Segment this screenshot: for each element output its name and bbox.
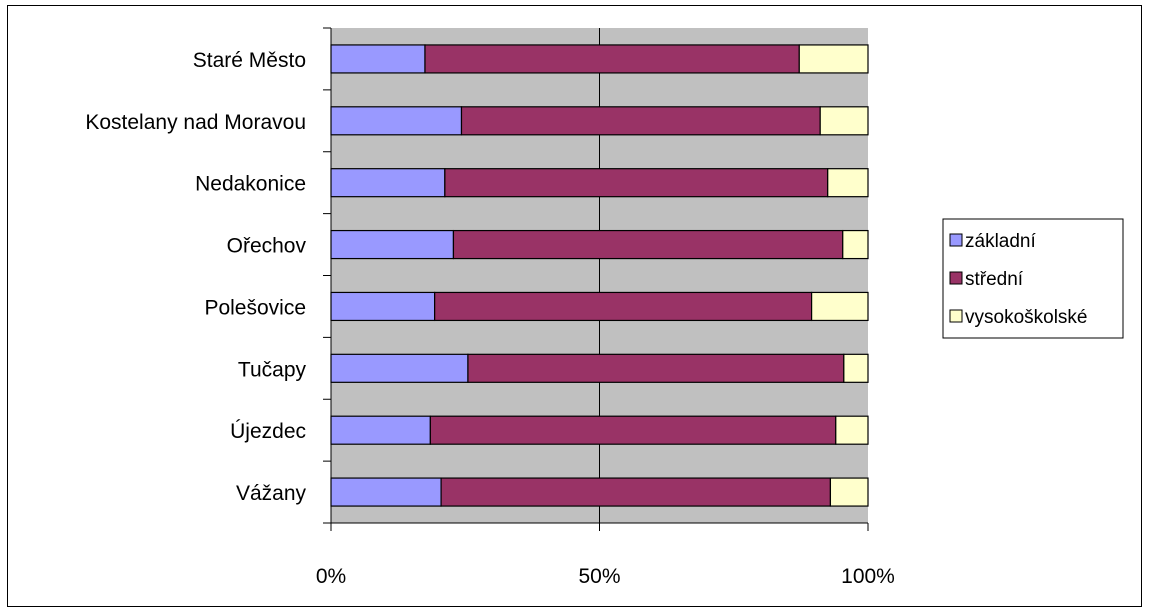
bar-vysokoskolske-vazany	[829, 477, 869, 507]
bar-zakladni-tucapy	[330, 353, 469, 383]
x-tick-label: 100%	[841, 565, 895, 588]
x-tick-label: 0%	[316, 565, 346, 588]
category-labels: Vážany Újezdec Tučapy Polešovice Ořechov Neda…	[85, 49, 306, 505]
category-label: Polešovice	[204, 296, 306, 319]
category-label: Vážany	[236, 482, 307, 505]
bar-vysokoskolske-kostelany-nad-moravou	[819, 106, 869, 136]
category-label: Ořechov	[227, 235, 307, 258]
x-tick-label: 50%	[578, 565, 620, 588]
category-label: Nedakonice	[195, 173, 306, 196]
bar-vysokoskolske-orechov	[842, 229, 869, 260]
bar-vysokoskolske-tucapy	[843, 353, 869, 383]
bar-zakladni-stare-mesto	[330, 44, 426, 74]
bar-vysokoskolske-ujezdec	[835, 415, 869, 445]
bars	[330, 44, 869, 507]
bar-zakladni-kostelany-nad-moravou	[330, 106, 463, 136]
bar-zakladni-orechov	[330, 229, 455, 260]
bar-stredni-ujezdec	[429, 415, 837, 445]
bar-stredni-orechov	[452, 229, 844, 260]
legend: základní střední vysokoškolské	[942, 218, 1124, 339]
bar-stredni-vazany	[440, 477, 832, 507]
category-label: Staré Město	[193, 49, 306, 72]
category-label: Kostelany nad Moravou	[85, 111, 306, 134]
bar-zakladni-polesovice	[330, 291, 436, 322]
legend-swatch-vysokoskolske	[949, 309, 963, 323]
bar-stredni-polesovice	[434, 291, 813, 322]
legend-box	[942, 218, 1124, 339]
legend-swatch-zakladni	[949, 233, 963, 247]
bar-stredni-tucapy	[467, 353, 845, 383]
bar-vysokoskolske-polesovice	[811, 291, 869, 322]
bar-zakladni-ujezdec	[330, 415, 431, 445]
bar-stredni-nedakonice	[444, 168, 829, 198]
legend-label: střední	[965, 269, 1024, 290]
legend-label: základní	[965, 231, 1036, 252]
bar-stredni-kostelany-nad-moravou	[460, 106, 821, 136]
x-tick-labels: 0% 50% 100%	[316, 565, 895, 588]
bar-zakladni-nedakonice	[330, 168, 446, 198]
bar-vysokoskolske-nedakonice	[827, 168, 869, 198]
category-label: Tučapy	[238, 358, 307, 381]
legend-swatch-stredni	[949, 271, 963, 285]
legend-label: vysokoškolské	[965, 307, 1088, 328]
bar-stredni-stare-mesto	[424, 44, 800, 74]
axes	[323, 27, 869, 531]
bar-zakladni-vazany	[330, 477, 442, 507]
category-label: Újezdec	[230, 420, 306, 443]
bar-vysokoskolske-stare-mesto	[798, 44, 869, 74]
